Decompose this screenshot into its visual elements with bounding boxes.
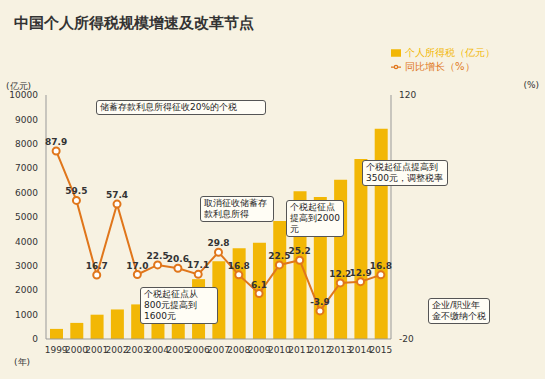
svg-text:16.8: 16.8 — [228, 261, 250, 271]
html-text:中国个人所得税规模增速及改革节点: 中国个人所得税规模增速及改革节点 — [14, 14, 254, 32]
svg-text:20.6: 20.6 — [167, 254, 189, 264]
html-text:(年): (年) — [14, 357, 30, 367]
svg-text:10000: 10000 — [9, 90, 38, 100]
svg-text:2012: 2012 — [308, 345, 332, 356]
svg-text:4000: 4000 — [15, 237, 38, 247]
svg-text:2013: 2013 — [328, 345, 352, 356]
svg-text:0: 0 — [32, 334, 38, 344]
svg-text:2014: 2014 — [349, 345, 372, 356]
svg-text:1999: 1999 — [44, 345, 68, 356]
svg-text:57.4: 57.4 — [106, 190, 128, 200]
svg-text:120: 120 — [399, 90, 416, 100]
svg-text:2011: 2011 — [288, 345, 312, 356]
html-text:储蓄存款利息所得征收20%的个税: 储蓄存款利息所得征收20%的个税 — [100, 102, 237, 112]
html-text:(亿元): (亿元) — [6, 81, 31, 91]
svg-text:2008: 2008 — [227, 345, 251, 356]
svg-text:2001: 2001 — [85, 345, 109, 356]
svg-text:25.2: 25.2 — [289, 246, 311, 256]
svg-text:2010: 2010 — [267, 345, 291, 356]
svg-text:3000: 3000 — [15, 261, 38, 271]
html-text:个税起征点提高到2000元: 个税起征点提高到2000元 — [290, 202, 340, 234]
svg-text:12.2: 12.2 — [329, 269, 351, 279]
svg-text:16.7: 16.7 — [86, 261, 108, 271]
svg-text:7000: 7000 — [15, 163, 38, 173]
svg-text:2005: 2005 — [166, 345, 190, 356]
svg-text:17.1: 17.1 — [187, 260, 209, 270]
html-text:同比增长（%）: 同比增长（%） — [405, 61, 475, 72]
svg-text:2009: 2009 — [247, 345, 271, 356]
svg-text:1000: 1000 — [15, 310, 38, 320]
svg-text:-3.9: -3.9 — [310, 297, 330, 307]
html-text:个税起征点从800元提高到1600元: 个税起征点从800元提高到1600元 — [144, 289, 198, 321]
svg-text:2000: 2000 — [15, 285, 38, 295]
svg-text:2003: 2003 — [125, 345, 149, 356]
svg-text:5000: 5000 — [15, 212, 38, 222]
svg-text:8000: 8000 — [15, 139, 38, 149]
html-text:企业/职业年金不缴纳个税: 企业/职业年金不缴纳个税 — [432, 300, 486, 321]
svg-text:87.9: 87.9 — [45, 137, 67, 147]
svg-text:12.9: 12.9 — [349, 268, 371, 278]
svg-text:17.0: 17.0 — [126, 261, 148, 271]
svg-text:2015: 2015 — [369, 345, 392, 355]
svg-text:2007: 2007 — [207, 345, 230, 356]
svg-text:6000: 6000 — [15, 188, 38, 198]
svg-text:9000: 9000 — [15, 115, 38, 125]
svg-text:2000: 2000 — [65, 345, 88, 356]
svg-text:2006: 2006 — [186, 345, 210, 356]
html-text:个税起征点提高到3500元，调整税率: 个税起征点提高到3500元，调整税率 — [366, 162, 443, 183]
svg-text:2004: 2004 — [146, 345, 170, 356]
svg-text:29.8: 29.8 — [207, 238, 229, 248]
html-text:取消征收储蓄存款利息所得: 取消征收储蓄存款利息所得 — [204, 198, 267, 219]
svg-text:-20: -20 — [399, 334, 414, 344]
svg-text:22.5: 22.5 — [147, 251, 169, 261]
svg-text:59.5: 59.5 — [65, 186, 87, 196]
svg-text:22.5: 22.5 — [268, 251, 290, 261]
svg-text:6.1: 6.1 — [251, 280, 267, 290]
svg-text:2002: 2002 — [105, 345, 129, 356]
svg-text:16.8: 16.8 — [370, 261, 392, 271]
html-text:个人所得税（亿元）: 个人所得税（亿元） — [405, 47, 495, 58]
